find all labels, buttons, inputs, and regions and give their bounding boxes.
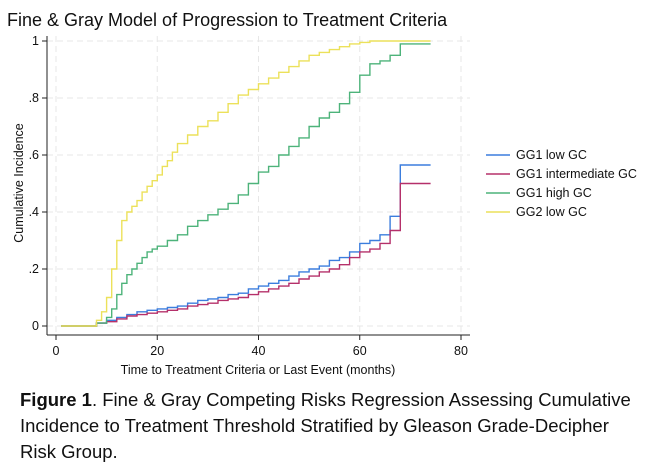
x-tick-label-1: 20 bbox=[150, 344, 164, 358]
series-line-3 bbox=[61, 40, 431, 327]
series-line-2 bbox=[61, 43, 431, 327]
y-tick-label-5: 1 bbox=[32, 34, 39, 48]
figure-caption: Figure 1. Fine & Gray Competing Risks Re… bbox=[20, 387, 645, 465]
y-tick-label-3: .6 bbox=[29, 148, 39, 162]
legend-label-2: GG1 high GC bbox=[516, 186, 592, 200]
y-tick-label-2: .4 bbox=[29, 205, 39, 219]
x-axis-label: Time to Treatment Criteria or Last Event… bbox=[121, 363, 396, 377]
grid-lines bbox=[47, 36, 470, 335]
x-tick-label-4: 80 bbox=[454, 344, 468, 358]
legend-label-3: GG2 low GC bbox=[516, 205, 587, 219]
legend-label-0: GG1 low GC bbox=[516, 148, 587, 162]
y-tick-label-0: 0 bbox=[32, 319, 39, 333]
caption-text: . Fine & Gray Competing Risks Regression… bbox=[20, 389, 631, 462]
chart: Fine & Gray Model of Progression to Trea… bbox=[7, 10, 637, 377]
y-axis-label: Cumulative Incidence bbox=[12, 123, 26, 243]
y-tick-label-1: .2 bbox=[29, 262, 39, 276]
y-tick-label-4: .8 bbox=[29, 91, 39, 105]
series-line-0 bbox=[61, 164, 431, 327]
legend: GG1 low GC GG1 intermediate GC GG1 high GC… bbox=[486, 148, 637, 219]
series-line-1 bbox=[61, 182, 431, 327]
x-tick-label-3: 60 bbox=[353, 344, 367, 358]
chart-title: Fine & Gray Model of Progression to Trea… bbox=[7, 10, 448, 30]
series-lines bbox=[61, 40, 431, 327]
legend-label-1: GG1 intermediate GC bbox=[516, 167, 637, 181]
axes: 0 .2 .4 .6 .8 1 0 20 40 60 80 bbox=[29, 34, 470, 358]
x-tick-label-2: 40 bbox=[252, 344, 266, 358]
x-tick-label-0: 0 bbox=[53, 344, 60, 358]
caption-label: Figure 1 bbox=[20, 389, 92, 410]
